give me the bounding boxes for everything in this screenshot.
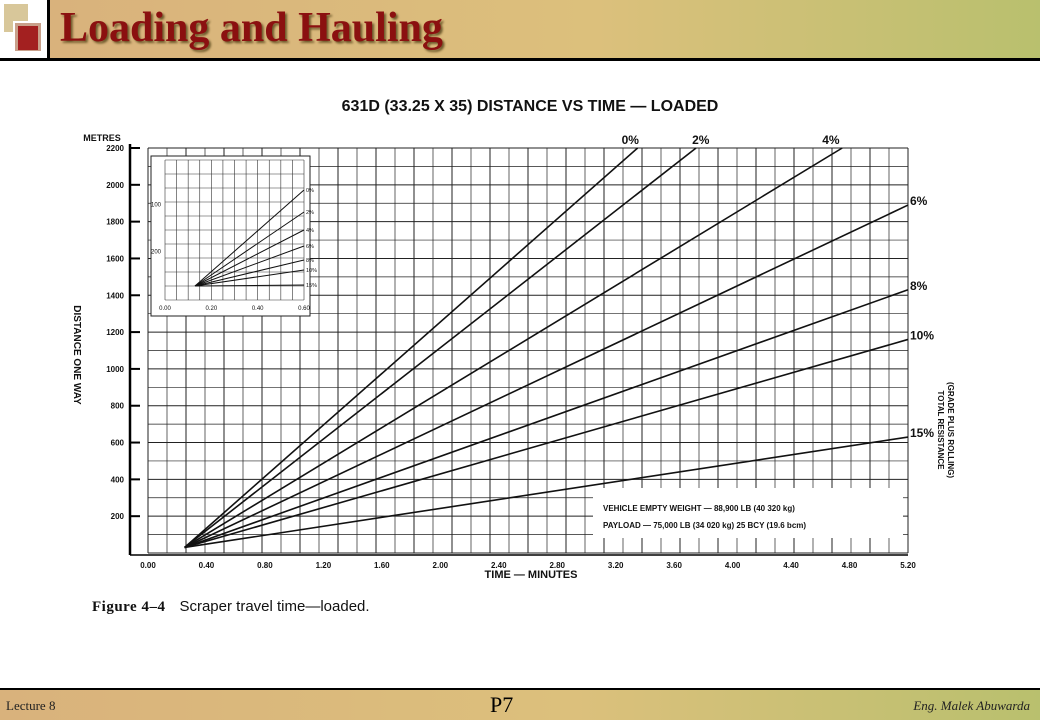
inset-chart: 0.00 0.20 0.40 0.60 200 100 0% 2% 4% 6% 8% 10% 15% [150,155,317,317]
x-tick-label: 4.00 [725,561,741,570]
y-tick-label: 1400 [106,291,124,300]
x-tick-label: 4.80 [842,561,858,570]
y-tick-label: 2200 [106,144,124,153]
series-line [184,147,843,549]
inset-series-line [194,189,305,287]
x-axis-label: TIME — MINUTES [485,569,578,581]
x-tick-label: 2.00 [433,561,449,570]
inset-frame [150,155,311,317]
x-tick-label: 5.20 [900,561,916,570]
x-tick-label: 0.40 [199,561,215,570]
x-tick-label: 2.80 [549,561,565,570]
figure-caption: Figure 4–4 Scraper travel time—loaded. [92,598,370,616]
series-label: 6% [910,194,928,208]
inset-series-label: 2% [306,210,314,216]
right-resistance-label-2: (GRADE PLUS ROLLING) [946,382,955,478]
x-tick-label: 1.60 [374,561,390,570]
series-label: 4% [822,133,840,147]
inset-y-tick-label: 200 [151,249,162,255]
notes-background [593,488,903,538]
y-tick-label: 1000 [106,365,124,374]
inset-x-tick-label: 0.20 [205,306,217,312]
series-label: 8% [910,279,928,293]
inset-x-tick-label: 0.00 [159,306,171,312]
y-tick-label: 1200 [106,328,124,337]
slide-logo [0,0,50,60]
footer-bar [0,690,1040,720]
chart-title: 631D (33.25 X 35) DISTANCE VS TIME — LOA… [342,98,719,115]
series-line [184,204,909,549]
x-tick-label: 3.60 [666,561,682,570]
series-label: 2% [692,133,710,147]
x-tick-label: 3.20 [608,561,624,570]
inset-series-line [194,269,305,287]
inset-x-tick-label: 0.60 [298,306,310,312]
inset-series-line [194,245,305,287]
series-line [184,338,909,549]
note-empty-weight: VEHICLE EMPTY WEIGHT — 88,900 LB (40 320… [603,504,795,513]
footer-page: P7 [490,692,514,717]
title-divider-vertical [47,0,50,60]
y-unit-label: METRES [83,133,121,143]
y-tick-label: 200 [111,512,125,521]
x-tick-label: 4.40 [783,561,799,570]
inset-series-label: 8% [306,258,314,264]
inset-y-tick-label: 100 [151,203,162,209]
distance-time-chart: 631D (33.25 X 35) DISTANCE VS TIME — LOA… [71,98,955,581]
logo-squares-icon [4,4,43,53]
inset-series-label: 4% [306,228,314,234]
axes: 200 400 600 800 1000 1200 1400 1600 1800 2000 2200… [106,144,916,570]
y-tick-label: 800 [111,402,125,411]
note-payload: PAYLOAD — 75,000 LB (34 020 kg) 25 BCY (… [603,521,806,530]
x-tick-label: 0.80 [257,561,273,570]
series-lines: 0% 2% 4% 6% 8% 10% 15% [184,133,934,549]
series-label: 15% [910,426,934,440]
footer-author: Eng. Malek Abuwarda [913,698,1030,713]
inset-series-label: 0% [306,188,314,194]
y-tick-label: 400 [111,475,125,484]
caption-figure-number: Figure 4–4 [92,599,166,615]
inset-series-line [194,284,305,287]
series-line [184,288,909,549]
inset-series-line [194,211,305,287]
slide-title: Loading and Hauling [60,5,443,51]
right-resistance-label-1: TOTAL RESISTANCE [936,391,945,471]
series-line [184,436,909,549]
series-line [184,147,697,549]
footer-lecture: Lecture 8 [6,698,56,713]
x-tick-label: 2.40 [491,561,507,570]
inset-series-line [194,259,305,287]
title-bar [50,0,1040,58]
y-tick-label: 1600 [106,254,124,263]
x-tick-label: 0.00 [140,561,156,570]
series-line [184,147,639,549]
y-axis-label: DISTANCE ONE WAY [71,305,82,405]
inset-series-line [194,229,305,287]
inset-series-label: 10% [306,268,317,274]
chart-container: 631D (33.25 X 35) DISTANCE VS TIME — LOA… [60,90,980,590]
y-tick-label: 2000 [106,181,124,190]
y-tick-label: 1800 [106,218,124,227]
caption-text: Scraper travel time—loaded. [179,598,370,615]
series-label: 0% [622,133,640,147]
inset-x-tick-label: 0.40 [252,306,264,312]
grid [147,147,909,554]
inset-series-label: 6% [306,244,314,250]
x-tick-label: 1.20 [316,561,332,570]
inset-series-label: 15% [306,283,317,289]
series-label: 10% [910,328,934,342]
title-divider [0,58,1040,61]
y-tick-label: 600 [111,439,125,448]
footer-divider [0,688,1040,690]
